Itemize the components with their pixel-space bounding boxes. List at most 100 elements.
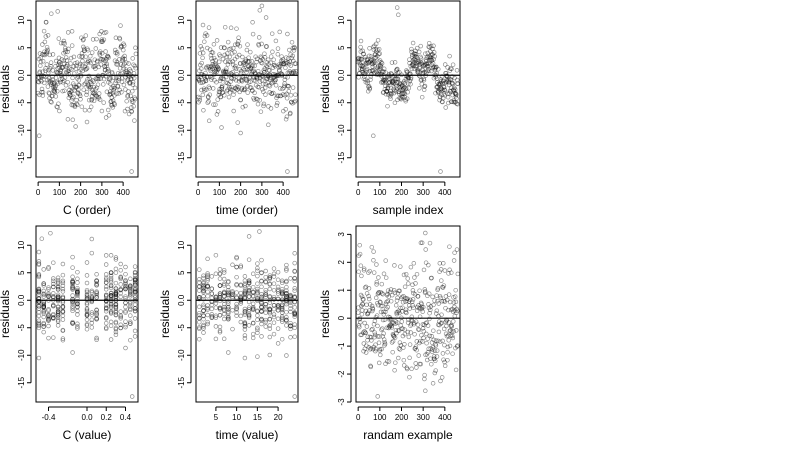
data-point — [431, 354, 437, 359]
data-point — [70, 279, 75, 285]
data-point — [213, 295, 219, 300]
data-point — [246, 294, 252, 299]
data-point — [128, 321, 133, 326]
data-point — [396, 355, 401, 361]
data-point — [123, 67, 129, 72]
data-point — [255, 261, 260, 266]
data-point — [108, 302, 114, 307]
data-point — [432, 298, 437, 303]
data-point — [235, 41, 240, 47]
data-point — [289, 99, 294, 105]
data-point — [112, 93, 117, 98]
data-point — [55, 304, 61, 309]
data-point — [43, 20, 49, 25]
data-point — [447, 88, 453, 94]
data-point — [89, 250, 95, 256]
data-point — [411, 321, 417, 327]
data-point — [44, 44, 50, 50]
data-point — [433, 90, 438, 96]
data-point — [111, 101, 117, 106]
data-point — [415, 294, 421, 299]
data-point — [89, 290, 95, 295]
data-point — [36, 261, 42, 266]
data-point — [374, 313, 380, 318]
data-point — [112, 85, 118, 91]
data-point — [35, 90, 41, 96]
data-point — [197, 315, 202, 321]
data-point — [288, 63, 294, 68]
data-point — [419, 306, 425, 312]
data-point — [128, 321, 133, 326]
data-point — [234, 54, 240, 60]
data-point — [428, 356, 433, 361]
data-point — [124, 69, 130, 74]
data-point — [373, 314, 379, 320]
data-point — [381, 66, 387, 72]
data-point — [357, 56, 363, 62]
data-point — [244, 47, 250, 53]
data-point — [201, 273, 206, 278]
data-point — [445, 333, 451, 338]
data-point — [263, 274, 268, 280]
data-point — [267, 306, 273, 312]
data-point — [91, 79, 96, 84]
data-point — [429, 349, 435, 355]
data-point — [234, 301, 239, 307]
data-point — [221, 304, 227, 310]
data-point — [444, 333, 450, 339]
data-point — [70, 279, 75, 284]
data-point — [226, 284, 231, 290]
data-point — [279, 286, 285, 292]
data-point — [234, 255, 239, 261]
data-point — [271, 331, 277, 337]
data-point — [419, 301, 424, 307]
data-point — [217, 298, 223, 304]
data-point — [46, 79, 52, 84]
data-point — [259, 257, 264, 263]
data-point — [416, 306, 422, 311]
data-point — [107, 89, 113, 94]
data-point — [65, 79, 70, 85]
data-point — [423, 289, 428, 294]
data-point — [123, 324, 128, 330]
data-point — [391, 333, 396, 338]
data-point — [448, 328, 453, 333]
data-point — [446, 292, 452, 297]
data-point — [266, 83, 272, 88]
data-point — [293, 61, 298, 66]
data-point — [401, 86, 406, 91]
data-point — [386, 314, 391, 320]
data-point — [259, 270, 264, 276]
data-point — [264, 44, 269, 49]
data-point — [393, 89, 399, 94]
data-point — [40, 90, 46, 95]
data-point — [128, 291, 133, 297]
data-point — [258, 58, 263, 63]
data-point — [55, 285, 61, 290]
data-point — [259, 318, 264, 323]
data-point — [219, 85, 224, 90]
data-point — [442, 342, 447, 348]
data-point — [448, 99, 454, 105]
data-point — [81, 37, 86, 42]
data-point — [364, 57, 370, 62]
y-tick-label: -15 — [177, 151, 186, 163]
data-point — [84, 291, 90, 297]
data-point — [59, 76, 65, 82]
data-point — [264, 59, 270, 65]
data-point — [84, 307, 90, 312]
data-point — [227, 90, 233, 95]
data-point — [255, 290, 260, 295]
data-point — [364, 343, 369, 348]
data-point — [392, 290, 398, 296]
data-point — [246, 294, 252, 299]
data-point — [76, 69, 82, 74]
data-point — [217, 324, 223, 330]
data-point — [263, 279, 268, 284]
data-point — [277, 68, 282, 74]
data-point — [205, 305, 210, 311]
data-point — [113, 304, 119, 310]
data-point — [282, 77, 288, 83]
data-point — [356, 269, 361, 274]
data-point — [378, 289, 383, 295]
